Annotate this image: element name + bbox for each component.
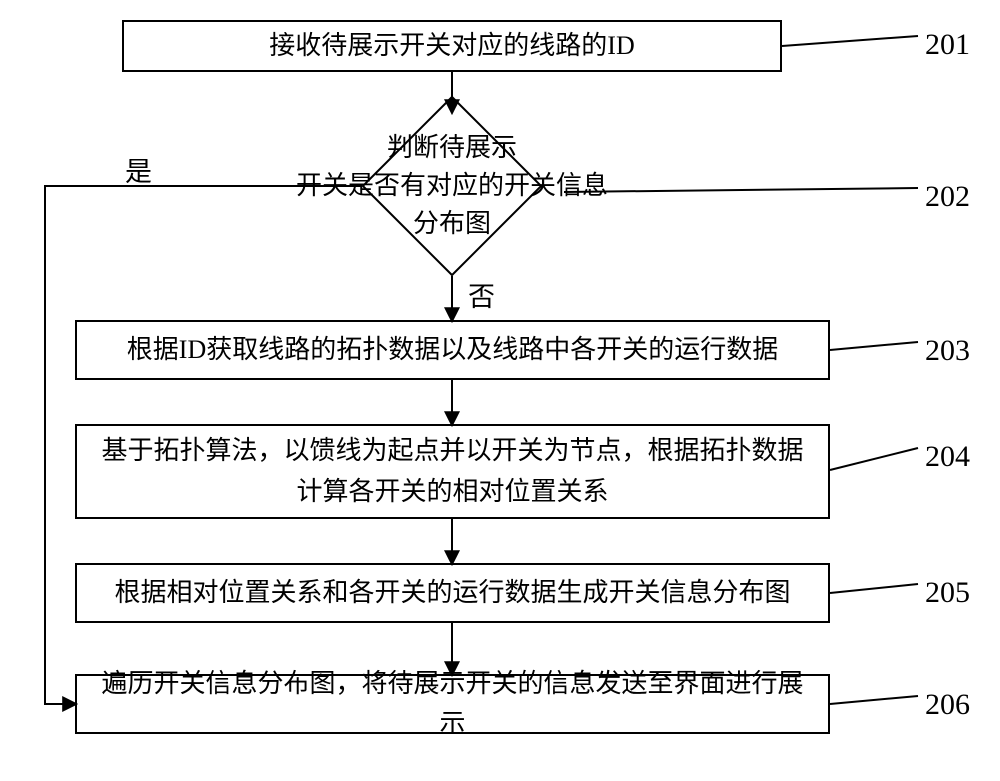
node-202 xyxy=(361,95,542,276)
label-203: 203 xyxy=(925,334,970,368)
node-206: 遍历开关信息分布图，将待展示开关的信息发送至界面进行展示 xyxy=(75,674,830,734)
node-203-text: 根据ID获取线路的拓扑数据以及线路中各开关的运行数据 xyxy=(127,330,778,370)
node-203: 根据ID获取线路的拓扑数据以及线路中各开关的运行数据 xyxy=(75,320,830,380)
node-204-text: 基于拓扑算法，以馈线为起点并以开关为节点，根据拓扑数据计算各开关的相对位置关系 xyxy=(89,431,816,512)
label-204: 204 xyxy=(925,440,970,474)
node-201-text: 接收待展示开关对应的线路的ID xyxy=(269,26,634,66)
node-201: 接收待展示开关对应的线路的ID xyxy=(122,20,782,72)
node-205-text: 根据相对位置关系和各开关的运行数据生成开关信息分布图 xyxy=(114,573,790,613)
node-206-text: 遍历开关信息分布图，将待展示开关的信息发送至界面进行展示 xyxy=(89,664,816,745)
label-205: 205 xyxy=(925,576,970,610)
label-201: 201 xyxy=(925,28,970,62)
label-206: 206 xyxy=(925,688,970,722)
node-205: 根据相对位置关系和各开关的运行数据生成开关信息分布图 xyxy=(75,563,830,623)
edge-label-no: 否 xyxy=(468,275,495,314)
edge-label-yes: 是 xyxy=(125,150,152,189)
node-204: 基于拓扑算法，以馈线为起点并以开关为节点，根据拓扑数据计算各开关的相对位置关系 xyxy=(75,424,830,519)
flowchart-canvas: 接收待展示开关对应的线路的ID 判断待展示 开关是否有对应的开关信息 分布图 根… xyxy=(0,0,1000,781)
label-202: 202 xyxy=(925,180,970,214)
